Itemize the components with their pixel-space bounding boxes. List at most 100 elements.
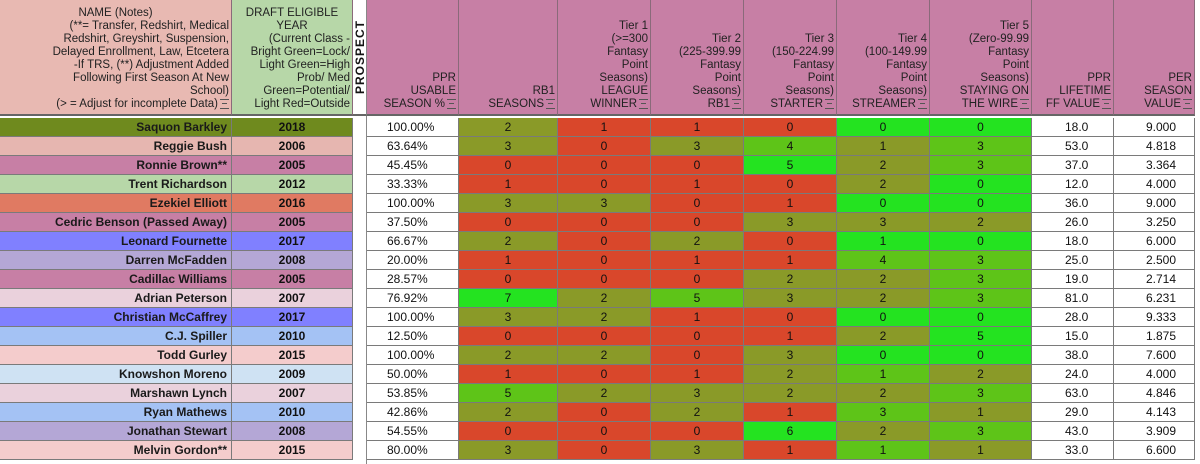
rb1-cell[interactable]: 2: [459, 346, 558, 365]
t5-cell[interactable]: 3: [930, 251, 1032, 270]
t1-cell[interactable]: 2: [558, 289, 651, 308]
player-name-cell[interactable]: C.J. Spiller: [0, 327, 232, 346]
header-tier3[interactable]: Tier 3 (150-224.99 Fantasy Point Seasons) STA…: [744, 0, 837, 116]
pct-cell[interactable]: 80.00%: [367, 441, 459, 460]
rb1-cell[interactable]: 5: [459, 384, 558, 403]
t1-cell[interactable]: 0: [558, 422, 651, 441]
t1-cell[interactable]: 0: [558, 365, 651, 384]
t3-cell[interactable]: 1: [744, 251, 837, 270]
t5-cell[interactable]: 3: [930, 384, 1032, 403]
pct-cell[interactable]: 76.92%: [367, 289, 459, 308]
rb1-cell[interactable]: 1: [459, 365, 558, 384]
t5-cell[interactable]: 5: [930, 327, 1032, 346]
t1-cell[interactable]: 0: [558, 270, 651, 289]
per-cell[interactable]: 6.600: [1114, 441, 1195, 460]
rb1-cell[interactable]: 2: [459, 403, 558, 422]
header-name[interactable]: NAME (Notes) (**= Transfer, Redshirt, Me…: [0, 0, 232, 116]
pct-cell[interactable]: 45.45%: [367, 156, 459, 175]
player-name-cell[interactable]: Christian McCaffrey: [0, 308, 232, 327]
per-cell[interactable]: 4.000: [1114, 365, 1195, 384]
pct-cell[interactable]: 100.00%: [367, 346, 459, 365]
draft-year-cell[interactable]: 2010: [232, 327, 353, 346]
draft-year-cell[interactable]: 2006: [232, 137, 353, 156]
t4-cell[interactable]: 1: [837, 232, 930, 251]
t2-cell[interactable]: 5: [651, 289, 744, 308]
t2-cell[interactable]: 3: [651, 441, 744, 460]
t4-cell[interactable]: 2: [837, 175, 930, 194]
player-name-cell[interactable]: Reggie Bush: [0, 137, 232, 156]
t5-cell[interactable]: 0: [930, 175, 1032, 194]
rb1-cell[interactable]: 2: [459, 232, 558, 251]
player-name-cell[interactable]: Ronnie Brown**: [0, 156, 232, 175]
t2-cell[interactable]: 1: [651, 175, 744, 194]
t3-cell[interactable]: 1: [744, 441, 837, 460]
life-cell[interactable]: 24.0: [1032, 365, 1114, 384]
draft-year-cell[interactable]: 2012: [232, 175, 353, 194]
rb1-cell[interactable]: 0: [459, 270, 558, 289]
life-cell[interactable]: 15.0: [1032, 327, 1114, 346]
player-name-cell[interactable]: Trent Richardson: [0, 175, 232, 194]
draft-year-cell[interactable]: 2017: [232, 308, 353, 327]
t5-cell[interactable]: 0: [930, 232, 1032, 251]
t2-cell[interactable]: 0: [651, 156, 744, 175]
pct-cell[interactable]: 37.50%: [367, 213, 459, 232]
per-cell[interactable]: 2.714: [1114, 270, 1195, 289]
t5-cell[interactable]: 3: [930, 270, 1032, 289]
per-cell[interactable]: 2.500: [1114, 251, 1195, 270]
t1-cell[interactable]: 3: [558, 194, 651, 213]
t3-cell[interactable]: 1: [744, 194, 837, 213]
draft-year-cell[interactable]: 2009: [232, 365, 353, 384]
filter-icon[interactable]: [1102, 98, 1111, 109]
filter-icon[interactable]: [732, 98, 741, 109]
pct-cell[interactable]: 12.50%: [367, 327, 459, 346]
t5-cell[interactable]: 3: [930, 137, 1032, 156]
life-cell[interactable]: 33.0: [1032, 441, 1114, 460]
t4-cell[interactable]: 2: [837, 156, 930, 175]
t2-cell[interactable]: 0: [651, 194, 744, 213]
pct-cell[interactable]: 63.64%: [367, 137, 459, 156]
per-cell[interactable]: 4.143: [1114, 403, 1195, 422]
t4-cell[interactable]: 0: [837, 194, 930, 213]
t1-cell[interactable]: 0: [558, 327, 651, 346]
per-cell[interactable]: 3.250: [1114, 213, 1195, 232]
rb1-cell[interactable]: 0: [459, 156, 558, 175]
t3-cell[interactable]: 4: [744, 137, 837, 156]
rb1-cell[interactable]: 1: [459, 175, 558, 194]
t1-cell[interactable]: 2: [558, 384, 651, 403]
player-name-cell[interactable]: Todd Gurley: [0, 346, 232, 365]
t3-cell[interactable]: 2: [744, 270, 837, 289]
per-cell[interactable]: 1.875: [1114, 327, 1195, 346]
life-cell[interactable]: 12.0: [1032, 175, 1114, 194]
pct-cell[interactable]: 28.57%: [367, 270, 459, 289]
life-cell[interactable]: 36.0: [1032, 194, 1114, 213]
life-cell[interactable]: 28.0: [1032, 308, 1114, 327]
player-name-cell[interactable]: Darren McFadden: [0, 251, 232, 270]
header-tier5[interactable]: Tier 5 (Zero-99.99 Fantasy Point Seasons) STA…: [930, 0, 1032, 116]
filter-icon[interactable]: [1020, 98, 1029, 109]
life-cell[interactable]: 37.0: [1032, 156, 1114, 175]
rb1-cell[interactable]: 3: [459, 308, 558, 327]
t1-cell[interactable]: 0: [558, 213, 651, 232]
player-name-cell[interactable]: Ezekiel Elliott: [0, 194, 232, 213]
t3-cell[interactable]: 0: [744, 232, 837, 251]
header-per-season-value[interactable]: PER SEASON VALUE: [1114, 0, 1195, 116]
player-name-cell[interactable]: Ryan Mathews: [0, 403, 232, 422]
t5-cell[interactable]: 0: [930, 194, 1032, 213]
life-cell[interactable]: 18.0: [1032, 118, 1114, 137]
t2-cell[interactable]: 0: [651, 422, 744, 441]
filter-icon[interactable]: [447, 98, 456, 109]
per-cell[interactable]: 9.000: [1114, 118, 1195, 137]
player-name-cell[interactable]: Cadillac Williams: [0, 270, 232, 289]
t4-cell[interactable]: 1: [837, 365, 930, 384]
t5-cell[interactable]: 1: [930, 403, 1032, 422]
t5-cell[interactable]: 0: [930, 308, 1032, 327]
life-cell[interactable]: 53.0: [1032, 137, 1114, 156]
per-cell[interactable]: 3.909: [1114, 422, 1195, 441]
t1-cell[interactable]: 0: [558, 232, 651, 251]
header-tier1[interactable]: Tier 1 (>=300 Fantasy Point Seasons) LEAGUE WI…: [558, 0, 651, 116]
t2-cell[interactable]: 2: [651, 403, 744, 422]
life-cell[interactable]: 26.0: [1032, 213, 1114, 232]
player-name-cell[interactable]: Saquon Barkley: [0, 118, 232, 137]
t2-cell[interactable]: 1: [651, 251, 744, 270]
t3-cell[interactable]: 3: [744, 289, 837, 308]
